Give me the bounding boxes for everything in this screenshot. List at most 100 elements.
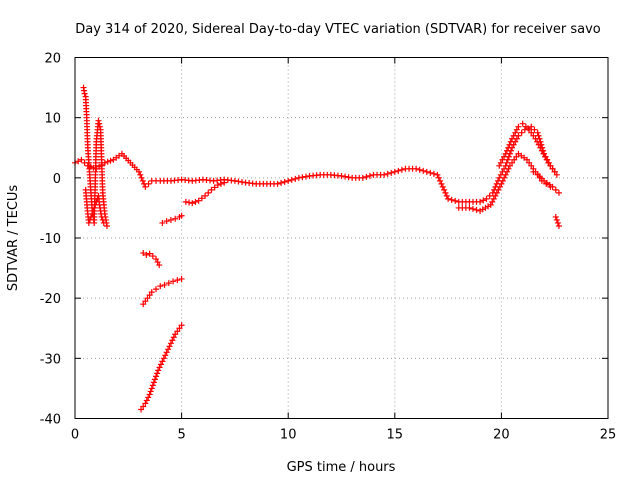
data-point-main-band <box>338 173 345 180</box>
data-point-lower-band <box>490 195 497 202</box>
data-point-early-spike-tails <box>85 219 92 226</box>
data-point-dip-segment-a <box>148 289 155 296</box>
data-point-upper-band <box>543 156 550 163</box>
data-point-lower-band <box>552 186 559 193</box>
data-point-dip-segment-b <box>160 355 167 362</box>
data-point-recovery-segment <box>192 198 199 205</box>
data-point-dip-segment-d <box>178 212 185 219</box>
data-point-lower-band <box>526 159 533 166</box>
x-tick-label: 15 <box>387 428 404 443</box>
data-point-main-band <box>413 165 420 172</box>
y-tick-label: 20 <box>44 52 61 67</box>
data-point-dip-segment-b <box>150 379 157 386</box>
data-point-early-spike-tails <box>90 207 97 214</box>
data-point-dip-segment-c <box>146 250 153 257</box>
data-point-dip-segment-d <box>159 219 166 226</box>
data-point-lower-band <box>502 171 509 178</box>
data-point-recovery-segment <box>205 189 212 196</box>
tick-marks <box>74 57 609 419</box>
data-point-upper-band <box>537 144 544 151</box>
data-point-dip-segment-c <box>156 262 163 269</box>
data-point-main-band <box>75 158 82 165</box>
data-point-main-band <box>138 174 145 181</box>
data-point-main-band <box>504 156 511 163</box>
data-point-dip-segment-b <box>178 322 185 329</box>
data-point-early-spikes <box>81 90 88 97</box>
data-point-main-band <box>388 169 395 176</box>
data-point-late-outliers <box>553 216 560 223</box>
data-point-lower-band <box>509 159 516 166</box>
data-point-main-band <box>480 197 487 204</box>
plot-frame <box>74 57 609 419</box>
data-point-dip-segment-a <box>178 275 185 282</box>
data-point-main-band <box>442 189 449 196</box>
data-point-upper-band <box>519 120 526 127</box>
data-point-main-band <box>441 186 448 193</box>
data-point-dip-segment-a <box>153 286 160 293</box>
data-point-dip-segment-b <box>163 349 170 356</box>
data-point-main-band <box>107 157 114 164</box>
data-point-main-band <box>438 180 445 187</box>
data-point-main-band <box>278 179 285 186</box>
data-point-recovery-segment <box>221 179 228 186</box>
data-point-dip-segment-b <box>153 373 160 380</box>
data-point-dip-segment-b <box>176 325 183 332</box>
data-point-late-outliers <box>555 222 562 229</box>
data-point-main-band <box>299 174 306 181</box>
data-point-dip-segment-b <box>143 397 150 404</box>
data-point-lower-band <box>495 186 502 193</box>
data-point-main-band <box>439 183 446 190</box>
data-point-recovery-segment <box>202 192 209 199</box>
data-point-upper-band <box>545 159 552 166</box>
data-point-upper-band <box>512 129 519 136</box>
data-point-late-outliers <box>554 219 561 226</box>
data-point-main-band <box>437 177 444 184</box>
data-point-recovery-segment <box>218 180 225 187</box>
data-point-lower-band <box>492 192 499 199</box>
data-point-dip-segment-b <box>170 334 177 341</box>
data-point-dip-segment-b <box>157 361 164 368</box>
data-point-dip-segment-b <box>154 370 161 377</box>
data-point-main-band <box>528 123 535 130</box>
data-point-recovery-segment <box>195 197 202 204</box>
data-point-dip-segment-b <box>165 346 172 353</box>
y-tick-label: -40 <box>40 413 61 428</box>
data-point-dip-segment-a <box>140 301 147 308</box>
data-point-dip-segment-a <box>142 298 149 305</box>
data-point-dip-segment-b <box>162 352 169 359</box>
data-point-main-band <box>531 126 538 133</box>
data-point-dip-segment-c <box>149 253 156 260</box>
data-point-main-band <box>445 195 452 202</box>
data-point-dip-segment-d <box>167 216 174 223</box>
data-point-main-band <box>359 174 366 181</box>
data-point-main-band <box>139 177 146 184</box>
data-point-lower-band <box>506 162 513 169</box>
data-point-recovery-segment <box>208 186 215 193</box>
data-point-upper-band <box>510 132 517 139</box>
data-point-upper-band <box>540 150 547 157</box>
data-point-upper-band <box>513 126 520 133</box>
data-point-main-band <box>381 171 388 178</box>
data-point-dip-segment-b <box>148 385 155 392</box>
data-point-recovery-segment <box>211 184 218 191</box>
data-point-dip-segment-b <box>147 388 154 395</box>
data-point-lower-band <box>498 180 505 187</box>
data-point-dip-segment-a <box>165 280 172 287</box>
data-point-dip-segment-b <box>156 364 163 371</box>
data-point-dip-segment-a <box>146 292 153 299</box>
data-point-main-band <box>535 132 542 139</box>
data-point-lower-band <box>496 183 503 190</box>
data-point-upper-band <box>526 126 533 133</box>
data-point-main-band <box>395 167 402 174</box>
data-point-early-spike-tails <box>89 210 96 217</box>
data-point-upper-band <box>507 138 514 145</box>
data-point-step-segment <box>530 168 537 175</box>
data-point-upper-band <box>503 147 510 154</box>
data-points <box>72 84 562 413</box>
data-point-dip-segment-b <box>140 403 147 410</box>
data-point-step-segment <box>547 183 554 190</box>
data-point-late-outliers <box>552 213 559 220</box>
data-point-main-band <box>435 174 442 181</box>
data-point-step-segment <box>534 171 541 178</box>
